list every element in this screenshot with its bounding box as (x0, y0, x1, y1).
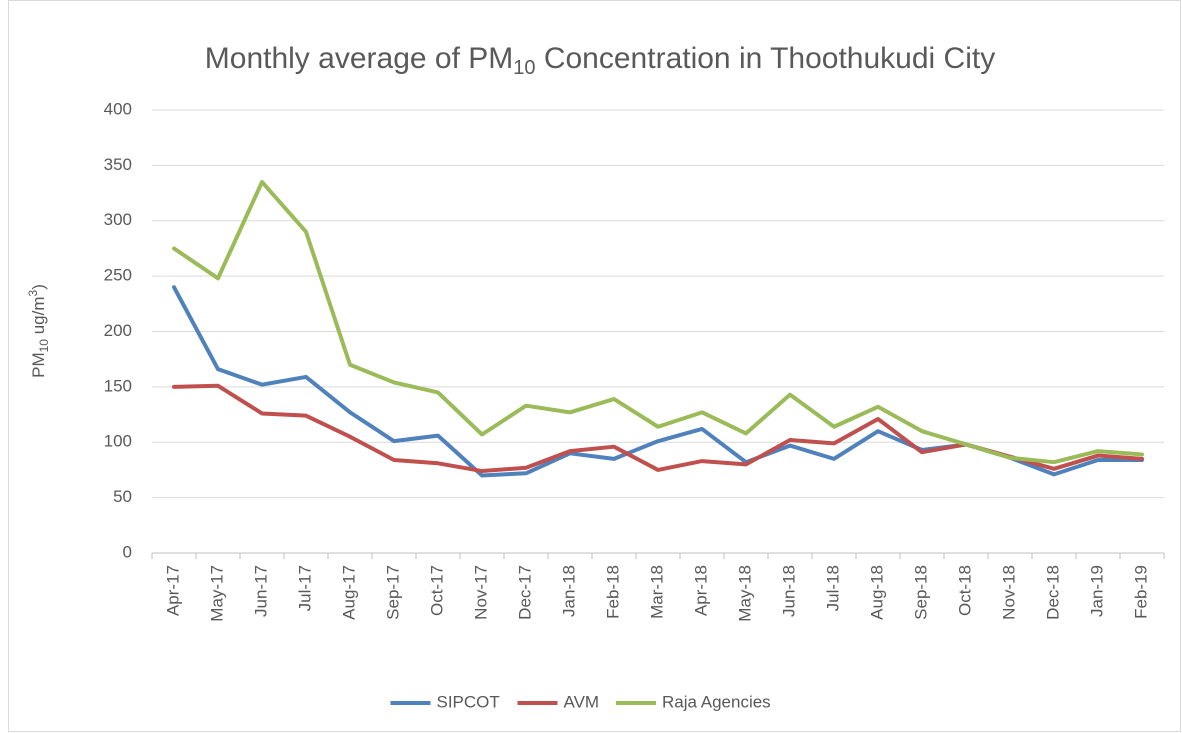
x-tick-label: Aug-18 (867, 565, 886, 620)
y-tick-label: 300 (104, 210, 132, 229)
x-tick-label: Jul-18 (823, 565, 842, 611)
legend-label: AVM (564, 692, 600, 711)
y-tick-label: 350 (104, 155, 132, 174)
x-tick-label: Apr-18 (691, 565, 710, 616)
x-tick-label: Apr-17 (163, 565, 182, 616)
y-label-text: ) (29, 284, 48, 290)
legend-label: SIPCOT (437, 692, 500, 711)
x-tick-label: May-18 (735, 565, 754, 622)
x-tick-label: Feb-18 (603, 565, 622, 619)
x-tick-label: Mar-18 (647, 565, 666, 619)
x-tick-label: Sep-18 (911, 565, 930, 620)
x-tick-label: Nov-18 (999, 565, 1018, 620)
y-tick-label: 250 (104, 266, 132, 285)
x-tick-label: Jun-18 (779, 565, 798, 617)
title-subscript: 10 (513, 57, 535, 79)
chart-title: Monthly average of PM10 Concentration in… (205, 42, 995, 79)
legend-label: Raja Agencies (662, 692, 771, 711)
y-tick-label: 200 (104, 321, 132, 340)
x-tick-label: Nov-17 (471, 565, 490, 620)
x-tick-label: Sep-17 (383, 565, 402, 620)
y-label-text: PM (29, 352, 48, 378)
x-tick-label: Dec-17 (515, 565, 534, 620)
x-tick-label: Aug-17 (339, 565, 358, 620)
x-tick-label: May-17 (207, 565, 226, 622)
title-text: Concentration in Thoothukudi City (536, 42, 996, 75)
x-tick-label: Jan-18 (559, 565, 578, 617)
x-tick-label: Feb-19 (1131, 565, 1150, 619)
y-tick-label: 0 (123, 542, 132, 561)
y-axis-label: PM10 ug/m3) (26, 284, 51, 378)
x-tick-label: Jun-17 (251, 565, 270, 617)
y-tick-label: 150 (104, 376, 132, 395)
chart-border (8, 0, 1181, 732)
series-line (172, 179, 1144, 465)
y-label-subscript: 10 (37, 339, 51, 353)
x-tick-label: Jan-19 (1087, 565, 1106, 617)
x-tick-label: Dec-18 (1043, 565, 1062, 620)
y-tick-label: 100 (104, 432, 132, 451)
title-text: Monthly average of PM (205, 42, 513, 75)
y-tick-label: 50 (113, 487, 132, 506)
y-tick-label: 400 (104, 99, 132, 118)
x-tick-label: Oct-17 (427, 565, 446, 616)
x-tick-label: Oct-18 (955, 565, 974, 616)
x-tick-label: Jul-17 (295, 565, 314, 611)
y-label-text: ug/m (29, 296, 48, 339)
y-label-superscript: 3 (26, 289, 40, 296)
